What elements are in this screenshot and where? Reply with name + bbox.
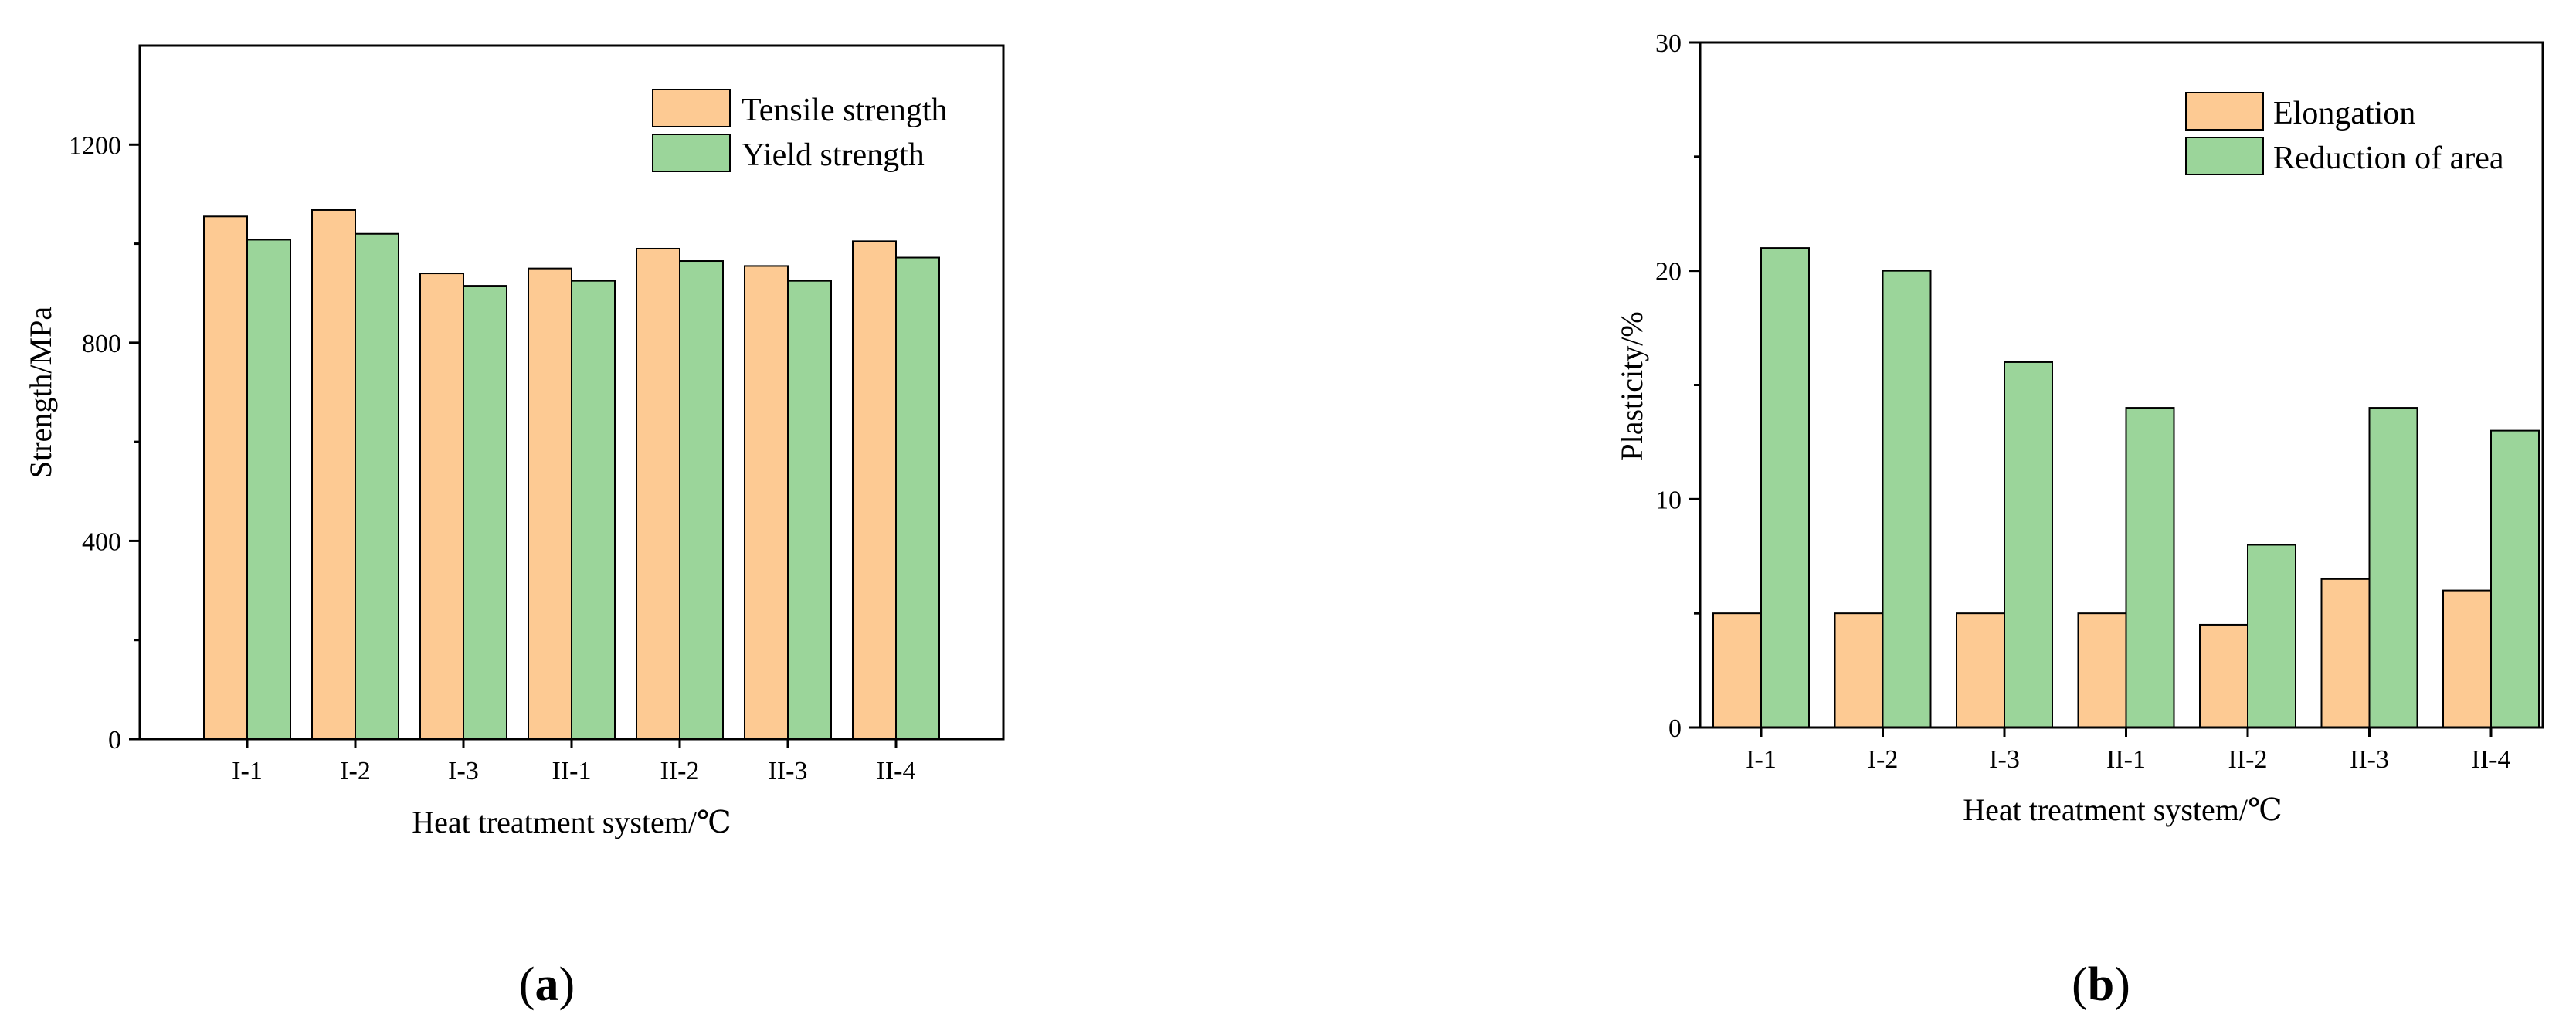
chart-a-legend-label-yield-strength: Yield strength (742, 137, 925, 173)
chart-a-y-tick-label: 1200 (69, 131, 121, 160)
chart-b-bar-elongation-ii-1 (2077, 612, 2127, 729)
chart-b-legend-label-elongation: Elongation (2273, 96, 2415, 131)
chart-b-bar-elongation-i-1 (1712, 612, 1762, 729)
panel-b-label: (b) (2072, 958, 2130, 1011)
chart-panel-b: 0 10 20 30 I-1 I-2 I-3 II-1 II-2 II-3 II-4 Plasti… (1614, 29, 2544, 1011)
chart-a-x-tick-label: II-3 (769, 757, 808, 785)
chart-b-x-tick-label: I-3 (1989, 745, 2020, 774)
chart-b-bar-elongation-i-3 (1956, 612, 2005, 729)
chart-b-bar-reduction-of-area-i-1 (1760, 247, 1810, 729)
chart-a-y-axis: 0 400 800 1200 (69, 131, 140, 755)
chart-a-x-tick-label: II-1 (552, 757, 592, 785)
chart-b-x-tick-label: II-3 (2350, 745, 2389, 774)
chart-b-bar-elongation-ii-2 (2199, 623, 2248, 729)
chart-a-x-tick-label: I-1 (232, 757, 263, 785)
chart-b-bar-reduction-of-area-ii-2 (2247, 544, 2296, 729)
panel-a-label: (a) (519, 958, 575, 1011)
chart-a-bar-tensile-strength-i-1 (203, 215, 248, 740)
chart-a-bar-yield-strength-ii-2 (679, 260, 724, 740)
chart-b-bar-elongation-ii-4 (2442, 589, 2492, 728)
chart-b-bar-elongation-i-2 (1834, 612, 1884, 729)
chart-a-y-tick-label: 0 (108, 726, 121, 755)
chart-a-y-tick-label: 400 (82, 527, 121, 556)
chart-b-bar-reduction-of-area-i-3 (2004, 361, 2053, 728)
chart-b-y-axis-title: Plasticity/% (1614, 311, 1649, 460)
chart-b-x-axis-title: Heat treatment system/℃ (1963, 792, 2282, 827)
chart-b-y-tick-label: 20 (1655, 258, 1682, 287)
chart-a-bar-tensile-strength-ii-2 (636, 247, 680, 740)
chart-a-bar-tensile-strength-i-3 (419, 273, 464, 740)
chart-b-bar-elongation-ii-3 (2320, 578, 2371, 728)
chart-a-bar-tensile-strength-ii-3 (744, 265, 789, 740)
chart-b-x-tick-label: II-4 (2472, 745, 2511, 774)
chart-a-bar-yield-strength-ii-3 (787, 280, 832, 740)
chart-b-bars (1712, 247, 2540, 729)
chart-a-legend-label-tensile-strength: Tensile strength (742, 93, 948, 128)
chart-b-legend-swatch-reduction-of-area (2185, 137, 2264, 175)
chart-a-bar-yield-strength-ii-4 (895, 256, 940, 740)
chart-a-bar-tensile-strength-i-2 (311, 209, 356, 740)
chart-a-bar-yield-strength-i-1 (246, 239, 291, 740)
chart-b-bar-reduction-of-area-i-2 (1882, 270, 1932, 728)
chart-b-y-axis: 0 10 20 30 (1655, 29, 1700, 743)
chart-a-y-axis-title: Strength/MPa (23, 307, 58, 478)
chart-a-x-tick-label: I-2 (340, 757, 371, 785)
chart-a-x-axis: I-1 I-2 I-3 II-1 II-2 II-3 II-4 (232, 739, 915, 785)
chart-a-legend: Tensile strength Yield strength (652, 89, 948, 173)
chart-b-x-tick-label: II-1 (2106, 745, 2146, 774)
chart-a-legend-swatch-tensile-strength (652, 89, 731, 127)
chart-b-legend: Elongation Reduction of area (2185, 92, 2504, 176)
chart-a-bar-tensile-strength-ii-4 (852, 240, 897, 741)
chart-b-x-axis: I-1 I-2 I-3 II-1 II-2 II-3 II-4 (1746, 727, 2510, 774)
chart-a-x-axis-title: Heat treatment system/℃ (412, 805, 731, 839)
chart-panel-a: 0 400 800 1200 I-1 I-2 I-3 II-1 II-2 II-3 II-4 St… (23, 44, 1005, 1011)
chart-b-bar-reduction-of-area-ii-4 (2490, 429, 2540, 729)
chart-b-y-tick-label: 30 (1655, 29, 1682, 58)
chart-a-x-tick-label: II-4 (877, 757, 916, 785)
chart-b-x-tick-label: I-2 (1868, 745, 1899, 774)
chart-b-bar-reduction-of-area-ii-3 (2368, 407, 2418, 728)
chart-b-x-tick-label: II-2 (2228, 745, 2268, 774)
chart-a-bar-yield-strength-i-3 (463, 285, 507, 741)
chart-b-x-tick-label: I-1 (1746, 745, 1777, 774)
chart-b-bar-reduction-of-area-ii-1 (2125, 407, 2175, 728)
chart-a-bar-tensile-strength-ii-1 (528, 267, 572, 740)
chart-a-bar-yield-strength-i-2 (355, 232, 399, 740)
chart-a-bar-yield-strength-ii-1 (571, 280, 616, 740)
chart-b-legend-label-reduction-of-area: Reduction of area (2273, 141, 2504, 176)
chart-a-legend-swatch-yield-strength (652, 134, 731, 172)
chart-a-y-tick-label: 800 (82, 330, 121, 358)
chart-a-x-tick-label: II-2 (660, 757, 700, 785)
chart-b-y-tick-label: 0 (1668, 714, 1682, 743)
chart-b-legend-swatch-elongation (2185, 92, 2264, 131)
chart-a-x-tick-label: I-3 (448, 757, 479, 785)
chart-b-y-tick-label: 10 (1655, 486, 1682, 514)
chart-a-bars (203, 209, 940, 741)
